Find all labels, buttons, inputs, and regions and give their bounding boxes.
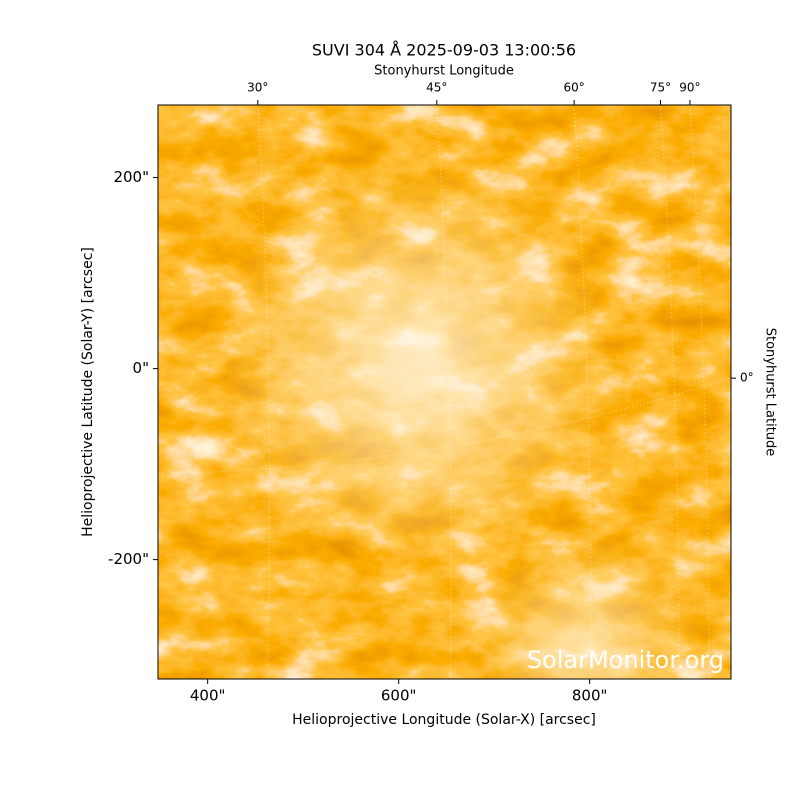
x-tick-label: 400": [190, 687, 226, 705]
lon-tick-label: 60°: [564, 81, 585, 95]
coordinate-grid: [158, 105, 731, 679]
y-axis-label: Helioprojective Latitude (Solar-Y) [arcs…: [80, 247, 96, 537]
lat-axis-label: Stonyhurst Latitude: [763, 328, 778, 457]
solar-image: [158, 105, 731, 679]
x-tick-label: 800": [572, 687, 608, 705]
lon-axis-label: Stonyhurst Longitude: [374, 64, 514, 79]
y-tick-label: 0": [133, 359, 149, 377]
chart-title: SUVI 304 Å 2025-09-03 13:00:56: [312, 41, 576, 60]
x-tick-label: 600": [381, 687, 417, 705]
x-axis-label: Helioprojective Longitude (Solar-X) [arc…: [292, 712, 596, 728]
y-tick-label: -200": [108, 550, 149, 568]
lon-tick-label: 90°: [679, 81, 700, 95]
lon-tick-label: 45°: [426, 81, 447, 95]
y-tick-label: 200": [113, 168, 149, 186]
watermark: SolarMonitor.org: [527, 646, 724, 674]
lon-tick-label: 30°: [247, 81, 268, 95]
lon-tick-label: 75°: [650, 81, 671, 95]
lat-tick-label: 0°: [740, 371, 754, 385]
image-glow: [158, 105, 731, 679]
lat-grid-line: [158, 377, 731, 475]
plot-frame: [157, 104, 732, 680]
